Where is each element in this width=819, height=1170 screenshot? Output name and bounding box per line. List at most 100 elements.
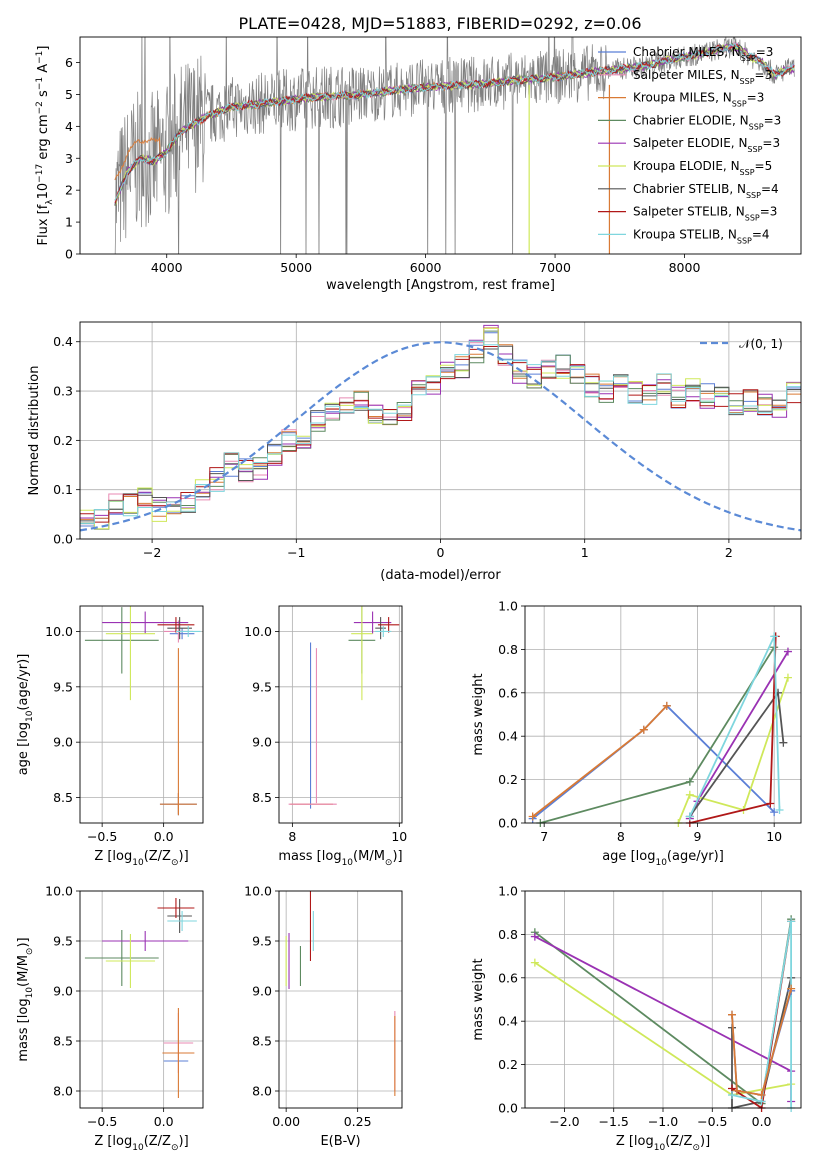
- y-tick-label: 8.0: [252, 1084, 272, 1099]
- x-tick-label: 0.25: [344, 1114, 372, 1129]
- legend-entry: Salpeter STELIB, NSSP=3: [633, 205, 777, 223]
- legend-entry-comma: ,: [720, 227, 728, 241]
- legend-entry-count: =3: [747, 91, 765, 105]
- massweight-marker-kroupa_stelib: [770, 632, 779, 641]
- x-tick-label: −0.5: [87, 829, 117, 844]
- legend-entry-name: Chabrier MILES: [633, 45, 724, 59]
- x-tick-label: −2: [143, 545, 161, 560]
- y-axis-label: mass [log10(M/M⊙)]: [16, 937, 35, 1061]
- y-tick-label: 3: [65, 151, 73, 166]
- y-axis-label-part: mass [log: [16, 998, 31, 1061]
- legend-entry-comma: ,: [728, 205, 736, 219]
- x-axis-label-part: (Z/Z: [144, 849, 171, 864]
- y-tick-label: 9.0: [53, 735, 73, 750]
- x-tick-label: −0.5: [87, 1114, 117, 1129]
- y-tick-label: 10.0: [45, 884, 73, 899]
- y-tick-label: 8.0: [53, 1084, 73, 1099]
- massweight-marker-kroupa_miles: [757, 1090, 766, 1099]
- x-axis-label-part: 10: [655, 858, 667, 868]
- y-tick-label: 0.0: [498, 1101, 518, 1116]
- legend-entry: Chabrier STELIB, NSSP=4: [633, 182, 779, 200]
- legend-entry-count: =3: [755, 68, 773, 82]
- gaussian-legend-label: 𝒩(0, 1): [739, 337, 783, 351]
- massweight-line-kroupa_stelib: [731, 921, 792, 1108]
- x-axis-label-part: Z [log: [94, 849, 132, 864]
- legend-entry-name: Salpeter MILES: [633, 68, 723, 82]
- massweight-line-chabrier_stelib: [689, 690, 785, 818]
- massweight-marker-kroupa_miles: [732, 1086, 741, 1095]
- legend-entry-n: N: [731, 68, 740, 82]
- legend-entry-n: N: [736, 205, 745, 219]
- x-axis-label-part: (Z/Z: [144, 1134, 171, 1149]
- legend-entry-name: Chabrier ELODIE: [633, 113, 732, 127]
- x-axis-label-part: Z [log: [94, 1134, 132, 1149]
- x-tick-label: −1.5: [599, 1114, 629, 1129]
- y-axis-label-part: λ: [45, 199, 55, 205]
- legend-entry-count: =4: [761, 182, 779, 196]
- x-tick-label: 7000: [539, 260, 571, 275]
- x-tick-label: 10: [391, 829, 407, 844]
- y-axis-label: mass weight: [471, 673, 486, 755]
- massweight-marker-kroupa_miles: [662, 701, 671, 710]
- massweight-marker-kroupa_elodie: [783, 673, 792, 682]
- x-axis-label: (data-model)/error: [380, 568, 501, 583]
- legend-entry-count: =3: [762, 136, 780, 150]
- y-tick-label: 10.0: [244, 884, 272, 899]
- y-axis-label-part: 10: [36, 183, 51, 200]
- legend-entry-count: =3: [760, 205, 778, 219]
- x-tick-label: 9: [694, 829, 702, 844]
- figure-title: PLATE=0428, MJD=51883, FIBERID=0292, z=0…: [238, 14, 641, 33]
- axes-frame: [79, 890, 204, 1109]
- legend-entry-comma: ,: [723, 68, 731, 82]
- massweight-marker-salpeter_elodie: [783, 647, 792, 656]
- legend-entry-sub: SSP: [745, 213, 760, 222]
- y-tick-label: 9.0: [53, 984, 73, 999]
- legend-entry-comma: ,: [723, 159, 731, 173]
- x-axis-label: E(B-V): [320, 1134, 360, 1149]
- y-axis-label-part: (M/M: [16, 955, 31, 987]
- legend-entry-name: Kroupa MILES: [633, 91, 715, 105]
- legend-entry-n: N: [738, 136, 747, 150]
- legend-entry-comma: ,: [715, 91, 723, 105]
- legend-entry-name: Kroupa STELIB: [633, 227, 720, 241]
- legend-entry-name: Kroupa ELODIE: [633, 159, 723, 173]
- massweight-line-kroupa_elodie: [677, 677, 789, 823]
- x-tick-label: −2.0: [549, 1114, 579, 1129]
- x-tick-label: 10: [766, 829, 782, 844]
- y-axis-label: Flux [fλ10−17 erg cm−2 s−1 A−1]: [35, 46, 55, 246]
- massweight-marker-chabrier_elodie: [685, 777, 694, 786]
- y-axis-label-part: −17: [35, 164, 45, 183]
- massweight-marker-salpeter_elodie: [530, 932, 539, 941]
- x-tick-label: −1: [287, 545, 305, 560]
- model-spectrum-kroupa_stelib: [114, 43, 795, 201]
- y-tick-label: 10.0: [244, 624, 272, 639]
- x-axis-label: Z [log10(Z/Z⊙)]: [94, 849, 188, 868]
- massweight-vs-z-panel: −2.0 −1.5 −1.0 −0.5 0.0 0.0 0.2 0.4 0.6 0.8 1.0 Z […: [471, 884, 802, 1153]
- y-tick-label: 1.0: [498, 599, 518, 614]
- x-tick-label: 0: [437, 545, 445, 560]
- y-axis-label-part: −2: [35, 101, 45, 114]
- x-axis-label-part: 10: [654, 1143, 666, 1153]
- x-axis-label-part: 10: [342, 858, 354, 868]
- massweight-marker-chabrier_miles: [770, 808, 779, 817]
- x-axis-label-part: (age/yr)]: [667, 849, 724, 864]
- mass-vs-ebv-panel: 0.00 0.25 8.0 8.5 9.0 9.5 10.0 E(B-V): [244, 884, 403, 1149]
- y-tick-label: 0: [65, 247, 73, 262]
- y-tick-label: 0.6: [498, 970, 518, 985]
- y-tick-label: 1: [65, 215, 73, 230]
- y-tick-label: 0.4: [53, 334, 73, 349]
- legend-entry-n: N: [723, 91, 732, 105]
- y-tick-label: 0.8: [498, 642, 518, 657]
- y-axis-label-part: age [log: [16, 722, 31, 775]
- massweight-marker-kroupa_stelib: [685, 812, 694, 821]
- legend-entry: Chabrier MILES, NSSP=3: [633, 45, 773, 63]
- x-axis-label-part: )]: [179, 849, 189, 864]
- y-axis-label: age [log10(age/yr)]: [16, 654, 35, 776]
- y-tick-label: 0.0: [498, 816, 518, 831]
- y-tick-label: 0.0: [53, 532, 73, 547]
- legend-entry-count: =5: [755, 159, 773, 173]
- legend-entry-comma: ,: [731, 136, 739, 150]
- x-axis-label-part: 10: [132, 858, 144, 868]
- x-axis-label: wavelength [Angstrom, rest frame]: [326, 278, 555, 293]
